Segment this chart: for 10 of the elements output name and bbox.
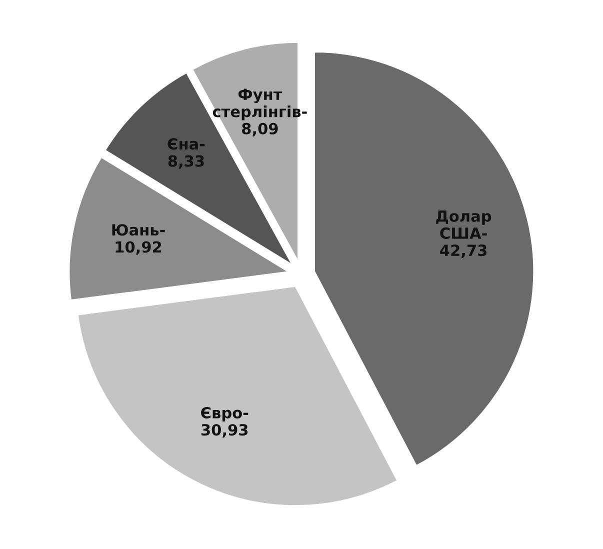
- data-label: 42,73: [440, 244, 486, 258]
- slice-label: Фунт стерлінгів-: [212, 88, 307, 120]
- slice-label: Долар США-: [436, 210, 492, 239]
- data-label: 8,09: [242, 122, 278, 136]
- slice-label: Єна-: [168, 138, 205, 150]
- slice-label: Юань-: [112, 224, 165, 236]
- data-label: 8,33: [168, 155, 204, 169]
- data-label: 10,92: [116, 241, 162, 255]
- slice-label: Євро-: [201, 406, 248, 422]
- data-label: 30,93: [201, 424, 248, 438]
